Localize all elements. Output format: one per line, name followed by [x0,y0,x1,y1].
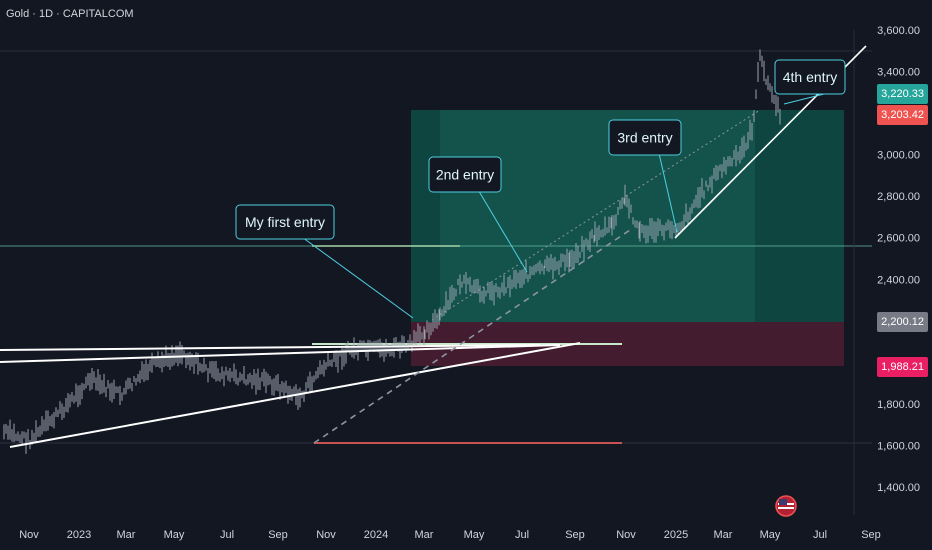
price-axis-label: 3,000.00 [877,150,920,162]
price-axis-label: 2,800.00 [877,191,920,203]
trendline-lower [0,344,561,363]
stop-price-label: 3,203.42 [877,105,928,125]
last-price-label: 3,220.33 [877,84,928,104]
time-axis-label: Nov [19,529,39,541]
time-axis-label: Jul [220,529,234,541]
callout-fourth-entry-box [774,59,846,95]
time-axis-label: May [464,529,485,541]
callout-first-entry-box [235,204,335,240]
time-axis-label: 2024 [364,529,388,541]
profit-zone-inner [440,110,755,322]
price-axis-label: 2,600.00 [877,233,920,245]
trendline-rising [9,342,581,448]
price-axis-label: 3,600.00 [877,25,920,37]
callout-fourth-entry: 4th entry [783,69,837,85]
time-axis-label: Sep [565,529,585,541]
time-axis-label: Nov [316,529,336,541]
time-axis-label: May [760,529,781,541]
lower-price-label: 1,988.21 [877,357,928,377]
entry-price-label: 2,200.12 [877,312,928,332]
time-axis-label: Mar [714,529,733,541]
symbol-title: Gold · 1D · CAPITALCOM [6,8,134,20]
price-axis-label: 1,400.00 [877,482,920,494]
time-axis-label: Jul [515,529,529,541]
price-axis-label: 3,400.00 [877,67,920,79]
price-axis-label: 1,800.00 [877,399,920,411]
time-axis-label: 2025 [664,529,688,541]
time-axis-label: Sep [268,529,288,541]
time-axis-label: Mar [415,529,434,541]
callout-first-entry: My first entry [245,214,325,230]
time-axis-label: Mar [117,529,136,541]
callout-third-entry-pointer [658,154,678,233]
callout-third-entry-box [608,119,682,156]
time-axis-label: May [164,529,185,541]
trendline-upper [0,344,541,351]
time-axis-label: 2023 [67,529,91,541]
callout-second-entry: 2nd entry [436,167,494,183]
callout-second-entry-box [428,156,502,193]
us-flag-icon[interactable] [775,495,797,517]
dashed-projection [313,229,631,444]
callout-third-entry: 3rd entry [617,130,672,146]
time-axis-label: Sep [861,529,881,541]
price-axis-label: 1,600.00 [877,440,920,452]
callout-fourth-entry-pointer [783,93,825,105]
callout-first-entry-pointer [304,238,414,319]
time-axis-label: Jul [813,529,827,541]
callout-second-entry-pointer [478,191,528,273]
time-axis-label: Nov [616,529,636,541]
price-axis-label: 2,400.00 [877,274,920,286]
